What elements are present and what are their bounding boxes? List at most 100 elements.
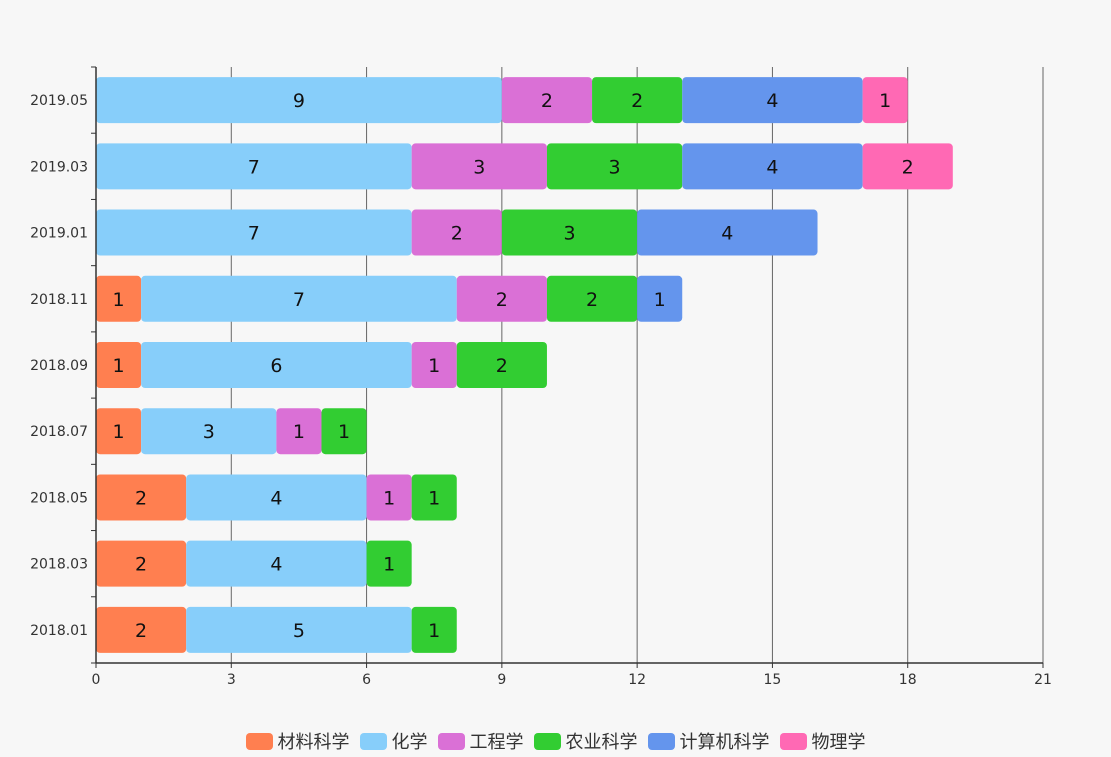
bar-value-label: 1 — [113, 355, 125, 377]
bar-segment — [186, 540, 367, 587]
bar-segment — [501, 209, 638, 256]
bar-segment — [456, 342, 547, 388]
bar-segment — [186, 606, 412, 653]
legend-swatch — [359, 732, 387, 750]
bar-segment — [862, 77, 908, 124]
bar-segment — [96, 474, 187, 521]
x-tick-label: 9 — [497, 672, 506, 688]
bar-segment — [411, 606, 457, 653]
bar-segment — [411, 474, 457, 521]
legend-label: 工程学 — [469, 732, 524, 753]
legend-swatch — [779, 732, 807, 750]
bar-segment — [96, 408, 142, 455]
bar-value-label: 3 — [203, 421, 215, 443]
bar-value-label: 3 — [563, 223, 575, 245]
bar-value-label: 6 — [270, 355, 282, 377]
bar-value-label: 2 — [631, 90, 643, 112]
bar-segment — [276, 408, 322, 455]
bar-segment — [96, 606, 187, 653]
y-tick-label: 2018.01 — [30, 623, 88, 639]
legend-item[interactable]: 材料科学 — [245, 728, 350, 754]
bar-segment — [592, 77, 683, 124]
x-tick-label: 21 — [1034, 672, 1052, 688]
x-tick-label: 15 — [764, 672, 782, 688]
bar-value-label: 2 — [496, 355, 508, 377]
bar-value-label: 4 — [721, 223, 733, 245]
bar-value-label: 1 — [879, 90, 891, 112]
x-tick-label: 3 — [227, 672, 236, 688]
bar-segment — [411, 342, 457, 388]
legend-item[interactable]: 物理学 — [779, 728, 866, 754]
bar-value-label: 1 — [654, 289, 666, 311]
bar-segment — [862, 143, 953, 190]
bar-segment — [366, 474, 412, 521]
bar-segment — [141, 342, 412, 388]
x-tick-label: 0 — [92, 672, 101, 688]
legend-label: 计算机科学 — [679, 732, 770, 753]
bar-value-label: 2 — [451, 223, 463, 245]
bar-value-label: 1 — [113, 421, 125, 443]
bar-segment — [366, 540, 412, 587]
bar-value-label: 2 — [496, 289, 508, 311]
bar-segment — [96, 540, 187, 587]
bar-value-label: 7 — [248, 156, 260, 178]
bar-value-label: 2 — [135, 487, 147, 509]
y-tick-label: 2018.07 — [30, 424, 88, 440]
legend-swatch — [647, 732, 675, 750]
bar-value-label: 1 — [293, 421, 305, 443]
bar-segment — [96, 209, 412, 256]
legend-label: 物理学 — [811, 732, 866, 753]
bar-value-label: 4 — [766, 90, 778, 112]
legend-swatch — [245, 732, 273, 750]
bar-segment — [96, 77, 502, 124]
legend-item[interactable]: 化学 — [359, 728, 428, 754]
bar-segment — [546, 275, 638, 322]
bar-value-label: 1 — [428, 355, 440, 377]
bar-value-label: 1 — [428, 620, 440, 642]
bar-segment — [411, 143, 547, 190]
legend-swatch — [437, 732, 465, 750]
y-tick-label: 2019.01 — [30, 226, 88, 242]
bar-value-label: 4 — [766, 156, 778, 178]
bar-value-label: 4 — [270, 487, 282, 509]
x-tick-label: 6 — [362, 672, 371, 688]
legend-label: 化学 — [391, 732, 428, 753]
bar-value-label: 1 — [113, 289, 125, 311]
bars: 2 5 12 4 12 4 1 11 3 1 11 6 1 21 7 2 2 17 2 3 47 3 3 4 29 2 2 4 1 — [96, 77, 953, 653]
legend-item[interactable]: 工程学 — [437, 728, 524, 754]
bar-segment — [321, 408, 367, 455]
y-tick-label: 2018.09 — [30, 358, 88, 374]
legend-label: 材料科学 — [277, 732, 350, 753]
bar-value-label: 3 — [473, 156, 485, 178]
bar-value-label: 7 — [293, 289, 305, 311]
bar-value-label: 2 — [586, 289, 598, 311]
axes: 0 3 6 9 12 15 18 212018.012018.032018.052018.07… — [30, 66, 1052, 688]
y-tick-label: 2019.03 — [30, 159, 88, 175]
bar-segment — [682, 143, 863, 190]
bar-value-label: 2 — [902, 156, 914, 178]
y-tick-label: 2019.05 — [30, 93, 88, 109]
bar-segment — [501, 77, 593, 124]
bar-segment — [456, 275, 547, 322]
bar-segment — [682, 77, 863, 124]
y-tick-label: 2018.05 — [30, 490, 88, 506]
bar-segment — [141, 275, 457, 322]
bar-value-label: 1 — [428, 487, 440, 509]
x-tick-label: 18 — [899, 672, 917, 688]
bar-value-label: 5 — [293, 620, 305, 642]
bar-value-label: 1 — [383, 487, 395, 509]
x-tick-label: 12 — [628, 672, 646, 688]
bar-value-label: 9 — [293, 90, 305, 112]
legend-item[interactable]: 计算机科学 — [647, 728, 770, 754]
bar-value-label: 2 — [135, 554, 147, 576]
bar-value-label: 1 — [383, 554, 395, 576]
bar-value-label: 3 — [609, 156, 621, 178]
legend: 材料科学 化学 工程学 农业科学 计算机科学 物理学 — [0, 726, 1111, 756]
bar-segment — [96, 143, 412, 190]
bar-segment — [546, 143, 683, 190]
legend-item[interactable]: 农业科学 — [533, 728, 638, 754]
legend-label: 农业科学 — [565, 732, 638, 753]
bar-segment — [96, 342, 142, 388]
